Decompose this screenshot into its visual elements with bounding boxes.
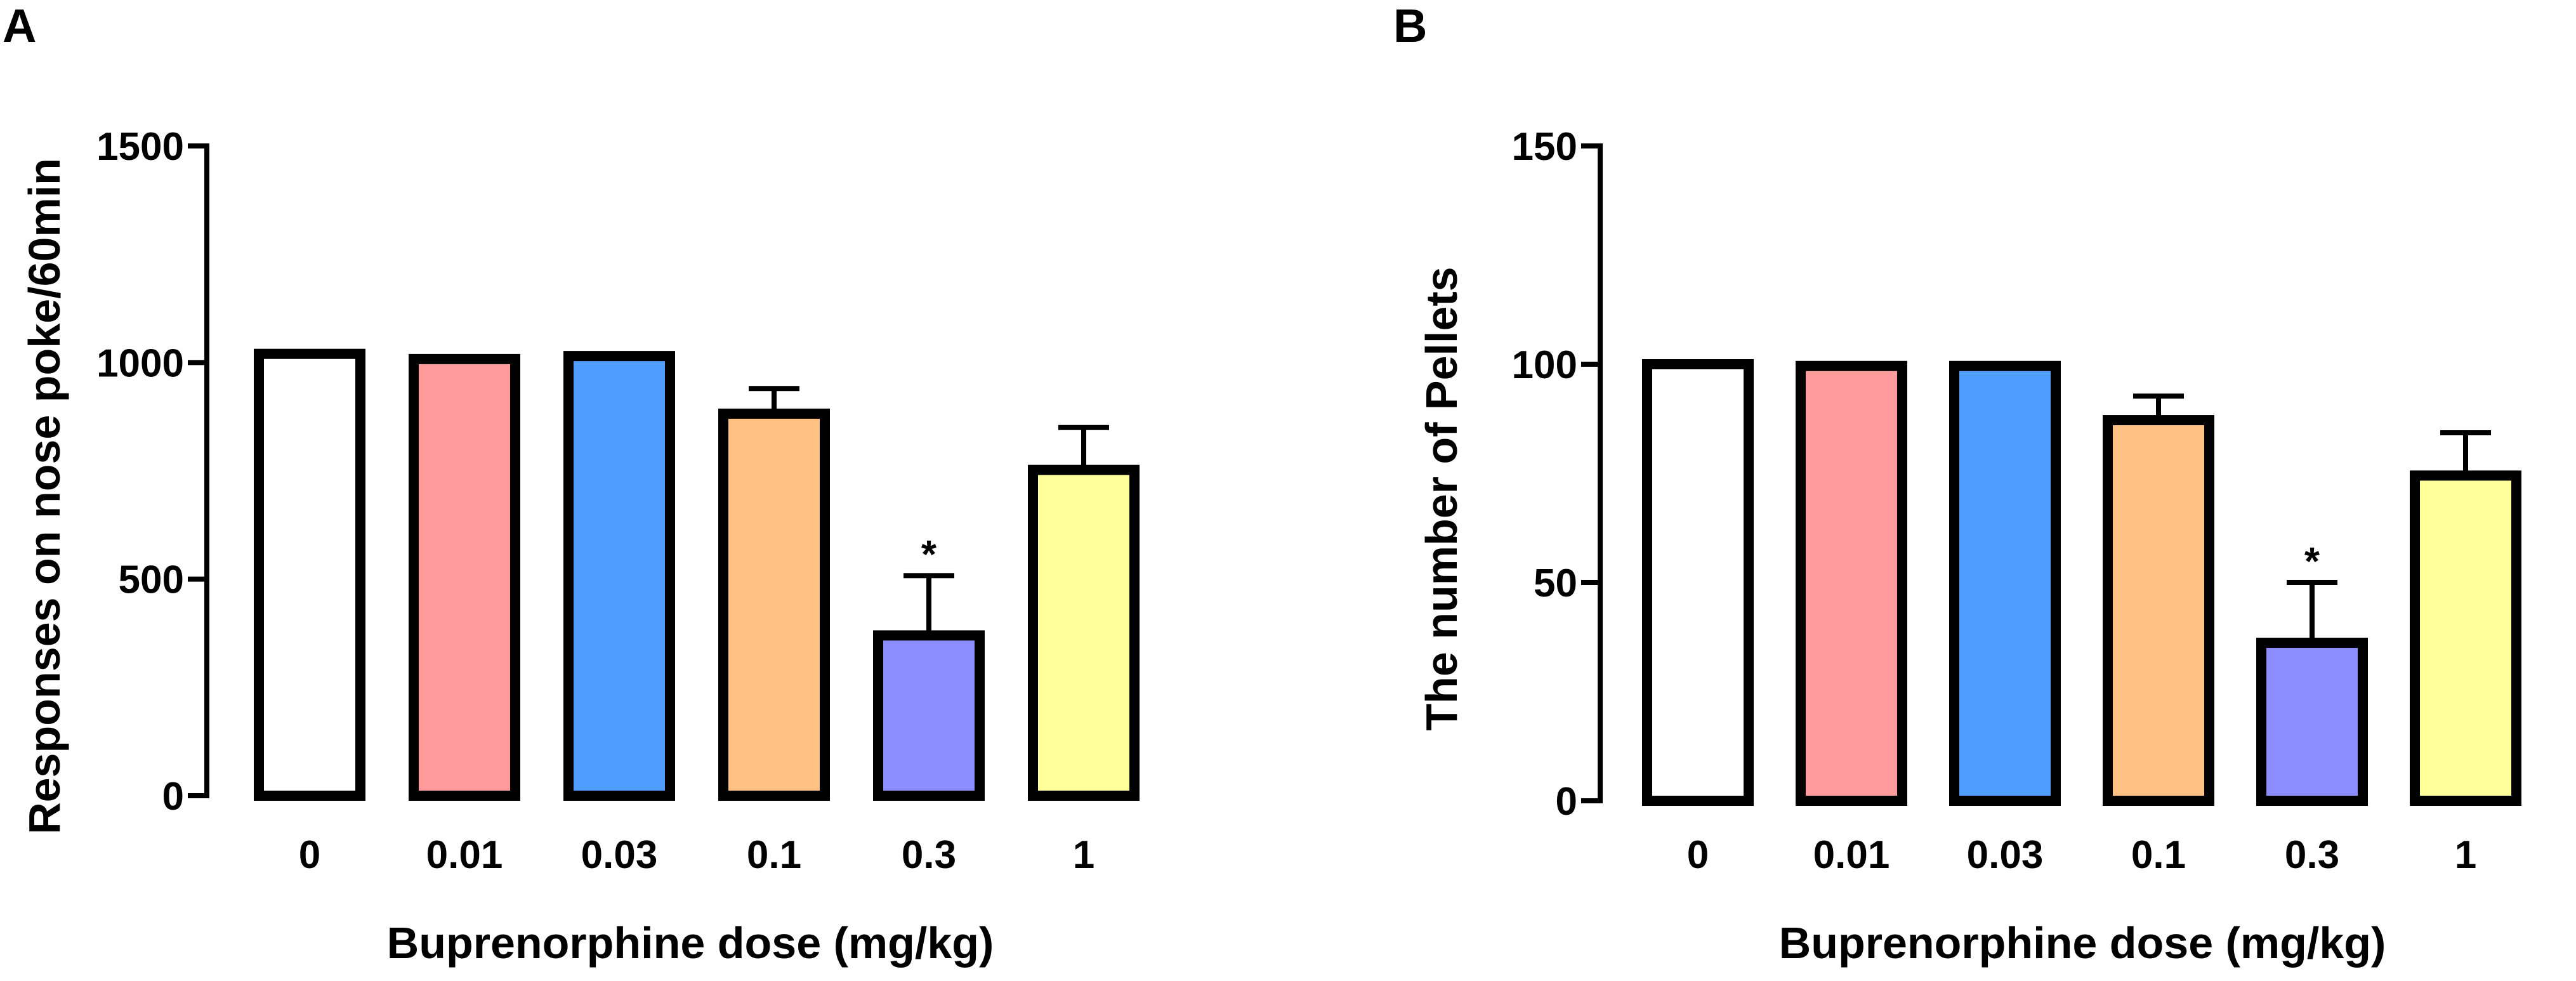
bar-0.3 — [2256, 637, 2368, 806]
x-tick-label: 1 — [1073, 833, 1094, 877]
x-tick-label: 1 — [2455, 833, 2476, 877]
x-tick-label: 0.01 — [426, 833, 503, 877]
bar-0.1 — [2103, 415, 2214, 806]
x-tick-label: 0.1 — [2131, 833, 2186, 877]
x-tick-label: 0.03 — [1967, 833, 2044, 877]
bar-0 — [1642, 359, 1754, 806]
x-tick-label: 0.3 — [902, 833, 956, 877]
panel-b-letter: B — [1393, 0, 1427, 52]
bar-0.01 — [409, 353, 520, 801]
error-bar-0.3 — [904, 573, 954, 636]
error-bar-1 — [2440, 430, 2491, 476]
error-bar-0.1 — [749, 386, 799, 414]
bar-0.1 — [718, 408, 830, 801]
panel-a: A * 0 0.01 0.03 0.1 0.3 1 0 500 1000 1500 Respons… — [3, 0, 1140, 968]
y-tick-label: 1000 — [96, 341, 184, 385]
panel-a-bars: * — [254, 348, 1140, 801]
bar-0.3 — [873, 630, 985, 801]
panel-b: B * 0 0.01 0.03 0.1 0.3 1 0 50 100 150 The number… — [1393, 0, 2521, 968]
y-tick-label: 0 — [1556, 780, 1577, 824]
error-bar-0.3 — [2287, 580, 2337, 643]
bar-0.01 — [1796, 360, 1907, 806]
bar-1 — [1028, 464, 1140, 801]
significance-marker: * — [2304, 540, 2320, 584]
y-tick-label: 500 — [119, 558, 184, 602]
panel-b-axes: 0 0.01 0.03 0.1 0.3 1 0 50 100 150 — [1512, 125, 2477, 877]
panel-a-axes: 0 0.01 0.03 0.1 0.3 1 0 500 1000 1500 — [96, 125, 1094, 877]
bar-1 — [2410, 470, 2521, 806]
y-tick-label: 1500 — [96, 125, 184, 169]
y-tick-label: 100 — [1512, 343, 1577, 387]
y-tick-label: 150 — [1512, 125, 1577, 169]
y-tick-label: 0 — [162, 775, 184, 819]
error-bar-1 — [1058, 425, 1109, 470]
bar-0.03 — [563, 351, 675, 801]
x-tick-label: 0.01 — [1813, 833, 1890, 877]
panel-a-letter: A — [3, 0, 36, 52]
error-bar-0.1 — [2133, 393, 2184, 421]
x-tick-label: 0.1 — [747, 833, 801, 877]
x-tick-label: 0 — [299, 833, 320, 877]
y-tick-label: 50 — [1534, 562, 1577, 605]
panel-a-y-axis-title: Responses on nose poke/60min — [20, 158, 69, 834]
panel-b-x-axis-title: Buprenorphine dose (mg/kg) — [1779, 918, 2386, 968]
x-tick-label: 0.03 — [581, 833, 658, 877]
panel-b-y-axis-title: The number of Pellets — [1417, 267, 1466, 730]
bar-0 — [254, 348, 365, 801]
x-tick-label: 0.3 — [2285, 833, 2339, 877]
bar-0.03 — [1949, 360, 2061, 806]
x-tick-label: 0 — [1687, 833, 1709, 877]
significance-marker: * — [921, 533, 937, 577]
panel-a-x-axis-title: Buprenorphine dose (mg/kg) — [387, 918, 994, 968]
panel-b-bars: * — [1642, 359, 2521, 806]
